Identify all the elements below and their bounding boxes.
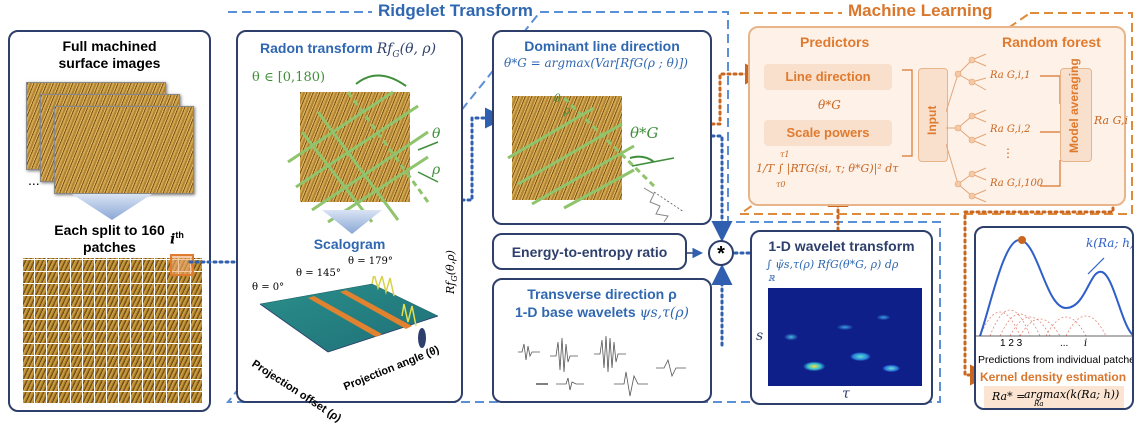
ith-label-sup: th [175,230,184,240]
predictor-theta-star: θ*G [818,98,841,112]
ith-label-letter: i [170,231,176,248]
dominant-rho-label: ρ [564,104,571,117]
radon-down-arrow-icon [322,210,382,234]
scalogram-zlabel-sub: G [450,275,460,282]
wavelet-samples [518,335,686,397]
kde-formula-box: Ra* = argmax(k(Ra; h)) Ra [984,386,1124,408]
model-averaging-box: Model averaging [1060,58,1092,162]
scalogram-zlabel-args: (θ,ρ) [444,250,457,276]
patch-grid [22,258,202,404]
dominant-theta-star: θ*G [630,124,659,142]
radon-rho-label: ρ [432,162,441,178]
kde-curve-plot [976,236,1132,337]
wavelet-scalogram-plot [768,288,922,386]
energy-entropy-label: Energy-to-entropy ratio [511,244,668,260]
kde-panel: k(Ra; h) 1 2 3 ... i Predictions from in… [974,226,1134,410]
energy-entropy-box: Energy-to-entropy ratio [492,233,687,270]
down-arrow-icon [72,194,152,220]
radon-projection-lines [287,74,439,224]
forest-output-100: Ra G,i,100 [990,178,1044,189]
wavelet-formula: ∫ ψ̄s,τ(ρ) RfG(θ*G, ρ) dρ [766,258,899,271]
wavelet-integral-sub: ℝ [768,274,775,283]
scale-powers-formula: 1/T ∫ |RTG(si, τ; θ*G)|² dτ [756,162,899,175]
transverse-line1: Transverse direction ρ [527,286,677,302]
kde-formula-lhs: Ra* = [992,390,1026,403]
kde-tick-labels: 1 2 3 [1000,338,1023,349]
ml-section-title: Machine Learning [848,1,993,20]
scale-powers-box: Scale powers [764,120,892,146]
predictor-bracket [902,69,913,157]
forest-title: Random forest [1002,34,1101,50]
split-title-line2: patches [83,239,136,255]
radon-title: Radon transform RfG(θ, ρ) [260,40,436,60]
transverse-line2-text: 1-D base wavelets [514,304,640,320]
scalogram-zlabel: RfG(θ,ρ) [444,250,459,294]
input-box: Input [918,68,948,162]
model-averaging-label: Model averaging [1067,58,1081,153]
radon-theta-label: θ [432,126,441,142]
full-images-title-line1: Full machined [62,38,157,54]
wavelet-title: 1-D wavelet transform [768,238,915,254]
line-direction-box: Line direction [764,64,892,90]
dominant-formula: θ*G = argmax(Var[RfG(ρ ; θ)]) [504,56,688,70]
forest-output-1: Ra G,i,1 [990,70,1031,81]
surface-image-stack-1 [54,106,194,194]
radon-formula-sub: G [392,49,400,60]
wavelet-ylabel: s [756,328,764,344]
wavelet-xlabel: τ [842,386,850,402]
dominant-title: Dominant line direction [524,38,680,54]
kde-title: Kernel density estimation [980,370,1127,384]
line-direction-label: Line direction [785,69,871,84]
kde-curve-label: k(Ra; h) [1086,236,1134,250]
dominant-direction-panel: Dominant line direction θ*G = argmax(Var… [492,30,712,225]
radon-formula-rf: Rf [376,41,393,57]
forest-output-2: Ra G,i,2 [990,124,1031,135]
predictors-title: Predictors [800,34,870,50]
scalogram-3d-surface [259,276,439,353]
transverse-line2-math: ψs,τ(ρ) [639,305,690,321]
kde-tick-dots: ... [1060,338,1069,349]
scalogram-angle-145: θ = 145° [296,268,341,279]
wavelet-transform-panel: 1-D wavelet transform ∫ ψ̄s,τ(ρ) RfG(θ*G… [750,230,933,405]
dominant-lines [507,96,685,223]
scalogram-title: Scalogram [313,236,386,252]
ml-panel: Predictors Random forest Line direction … [748,26,1128,206]
kde-tick-i: i [1084,338,1088,349]
scalogram-angle-0: θ = 0° [252,282,285,293]
kde-formula-sub: Ra [1034,400,1044,408]
split-title-line1: Each split to 160 [54,222,165,238]
scale-powers-label: Scale powers [786,125,870,140]
highlighted-patch [170,254,194,276]
forest-dots: ⋮ [1002,146,1014,160]
radon-scalogram-panel: Radon transform RfG(θ, ρ) θ ∈ [0,180) θ … [236,30,463,425]
random-forest-trees [946,53,987,203]
theta-range-label: θ ∈ [0,180) [252,70,326,85]
convolution-operator: * [708,240,734,266]
formula-tau0: τ0 [776,180,786,189]
radon-formula-args: (θ, ρ) [399,41,437,57]
scalogram-zlabel-rf: Rf [444,281,457,294]
input-images-panel: Full machined surface images ... Each sp… [8,30,211,412]
stack-ellipsis: ... [28,172,40,188]
scalogram-angle-179: θ = 179° [348,256,393,267]
forest-result: Ra G,i [1094,114,1128,127]
ridgelet-section-title: Ridgelet Transform [378,1,533,20]
convolution-symbol: * [717,243,725,265]
input-label: Input [925,105,939,135]
kde-formula-rhs: argmax(k(Ra; h)) [1024,388,1120,401]
radon-formula: RfG(θ, ρ) [376,41,437,60]
ith-patch-label: ith [170,230,184,248]
transverse-line2: 1-D base wavelets ψs,τ(ρ) [494,304,710,321]
formula-tau1: τ1 [780,150,790,159]
transverse-wavelets-panel: Transverse direction ρ 1-D base wavelets… [492,278,712,403]
full-images-title-line2: surface images [58,55,161,71]
kde-predictions-caption: Predictions from individual patches [978,354,1134,366]
dominant-theta-label: θ [554,92,561,105]
radon-title-text: Radon transform [260,40,373,56]
